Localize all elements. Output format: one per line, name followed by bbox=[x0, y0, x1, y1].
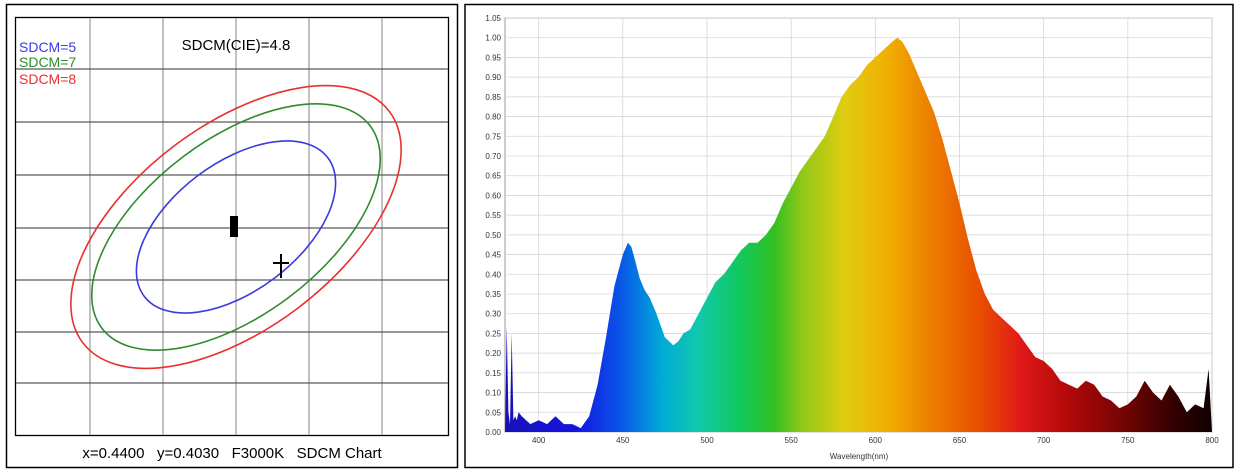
y-tick-label: 0.50 bbox=[485, 231, 501, 240]
y-tick-label: 0.60 bbox=[485, 191, 501, 200]
spectrum-curve bbox=[505, 37, 1212, 432]
x-axis-label: Wavelength(nm) bbox=[830, 452, 889, 461]
sdcm-ellipses bbox=[70, 84, 402, 370]
y-tick-label: 1.00 bbox=[485, 34, 501, 43]
y-tick-label: 0.05 bbox=[485, 408, 501, 417]
y-tick-label: 0.45 bbox=[485, 251, 501, 260]
y-tick-label: 0.75 bbox=[485, 132, 501, 141]
y-tick-label: 0.00 bbox=[485, 428, 501, 437]
x-tick-label: 500 bbox=[700, 436, 714, 445]
x-tick-label: 700 bbox=[1037, 436, 1051, 445]
y-tick-label: 0.10 bbox=[485, 389, 501, 398]
ellipse-sdcm5 bbox=[135, 140, 337, 314]
y-tick-label: 1.05 bbox=[485, 14, 501, 23]
x-tick-label: 600 bbox=[869, 436, 883, 445]
y-tick-label: 0.80 bbox=[485, 113, 501, 122]
x-tick-label: 400 bbox=[532, 436, 546, 445]
target-center-marker bbox=[230, 216, 238, 237]
y-tick-label: 0.95 bbox=[485, 53, 501, 62]
y-tick-label: 0.25 bbox=[485, 329, 501, 338]
y-tick-label: 0.65 bbox=[485, 172, 501, 181]
legend-sdcm8: SDCM=8 bbox=[19, 71, 76, 87]
y-tick-label: 0.55 bbox=[485, 211, 501, 220]
y-tick-label: 0.70 bbox=[485, 152, 501, 161]
x-tick-labels: 400 450 500 550 600 650 700 750 800 bbox=[532, 436, 1219, 445]
measured-point-marker bbox=[273, 254, 289, 278]
x-tick-label: 650 bbox=[953, 436, 967, 445]
x-tick-label: 450 bbox=[616, 436, 630, 445]
x-tick-label: 800 bbox=[1205, 436, 1219, 445]
y-tick-label: 0.30 bbox=[485, 310, 501, 319]
y-tick-labels: 0.00 0.05 0.10 0.15 0.20 0.25 0.30 0.35 0.40 0.45… bbox=[485, 14, 501, 437]
y-tick-label: 0.85 bbox=[485, 93, 501, 102]
legend-sdcm7: SDCM=7 bbox=[19, 54, 76, 70]
y-tick-label: 0.40 bbox=[485, 270, 501, 279]
y-tick-label: 0.20 bbox=[485, 349, 501, 358]
sdcm-caption: x=0.4400 y=0.4030 F3000K SDCM Chart bbox=[82, 445, 382, 462]
ellipse-sdcm7 bbox=[90, 103, 382, 351]
ellipse-sdcm8 bbox=[70, 84, 402, 370]
x-tick-label: 550 bbox=[784, 436, 798, 445]
legend-sdcm5: SDCM=5 bbox=[19, 39, 76, 55]
sdcm-panel: SDCM(CIE)=4.8 SDCM=5 SDCM=7 SDCM=8 x=0.4… bbox=[5, 3, 459, 469]
y-tick-label: 0.90 bbox=[485, 73, 501, 82]
spectrum-panel: 0.00 0.05 0.10 0.15 0.20 0.25 0.30 0.35 0.40 0.45… bbox=[464, 3, 1234, 469]
sdcm-title: SDCM(CIE)=4.8 bbox=[182, 37, 291, 54]
y-tick-label: 0.35 bbox=[485, 290, 501, 299]
y-tick-label: 0.15 bbox=[485, 369, 501, 378]
x-tick-label: 750 bbox=[1121, 436, 1135, 445]
